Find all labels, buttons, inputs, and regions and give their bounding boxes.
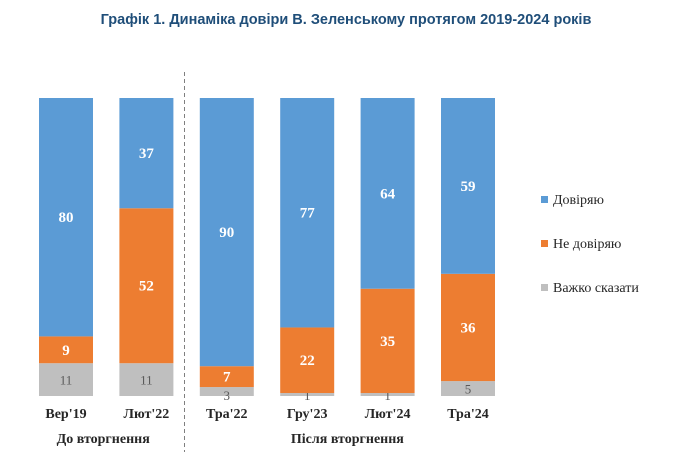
bar-довіряю-3 [280, 98, 335, 328]
bar-важко-сказати-3 [280, 393, 335, 396]
bar-важко-сказати-0 [39, 363, 93, 396]
data-label-довіряю-0: 80 [59, 210, 74, 226]
chart-title: Графік 1. Динаміка довіри В. Зеленському… [101, 12, 592, 28]
bar-не-довіряю-2 [199, 366, 254, 388]
group-labels: До вторгнення Після вторгнення [57, 432, 405, 447]
bar-важко-сказати-1 [119, 363, 174, 396]
group-label-0: До вторгнення [57, 432, 151, 447]
bar-довіряю-5 [441, 98, 495, 274]
data-label-важко-сказати-1: 11 [140, 373, 153, 388]
x-tick-label-4: Лют'24 [365, 407, 411, 422]
x-tick-label-0: Вер'19 [45, 407, 86, 422]
data-label-не-довіряю-1: 52 [139, 279, 154, 295]
bar-не-довіряю-0 [39, 336, 93, 364]
data-label-важко-сказати-4: 1 [384, 388, 391, 403]
data-label-довіряю-3: 77 [300, 206, 316, 222]
data-label-важко-сказати-5: 5 [465, 382, 472, 397]
legend-label-довіряю: Довіряю [553, 193, 604, 208]
data-label-довіряю-4: 64 [380, 186, 396, 202]
bar-важко-сказати-4 [360, 393, 415, 396]
bar-не-довіряю-1 [119, 208, 174, 364]
group-label-1: Після вторгнення [291, 432, 404, 447]
legend: Довіряю Не довіряю Важко сказати [541, 193, 639, 296]
legend-label-важко-сказати: Важко сказати [553, 281, 639, 296]
data-label-довіряю-2: 90 [219, 225, 234, 241]
x-tick-label-5: Тра'24 [447, 407, 488, 422]
data-label-важко-сказати-0: 11 [60, 373, 73, 388]
x-tick-label-1: Лют'22 [124, 407, 170, 422]
bar-важко-сказати-2 [199, 387, 254, 396]
legend-swatch-важко-сказати [541, 284, 548, 291]
legend-swatch-не-довіряю [541, 240, 548, 247]
x-tick-label-3: Гру'23 [287, 407, 328, 422]
bar-довіряю-2 [199, 98, 254, 367]
bar-довіряю-1 [119, 98, 174, 209]
legend-label-не-довіряю: Не довіряю [553, 237, 621, 252]
bar-довіряю-0 [39, 98, 93, 337]
data-label-довіряю-5: 59 [461, 179, 476, 195]
data-label-не-довіряю-5: 36 [461, 320, 477, 336]
data-label-не-довіряю-0: 9 [62, 343, 70, 359]
bars: 11980Вер'19115237Лют'223790Тра'2212277Гр… [39, 98, 495, 422]
legend-swatch-довіряю [541, 196, 548, 203]
bar-важко-сказати-5 [441, 381, 495, 396]
bar-не-довіряю-3 [280, 327, 335, 394]
bar-довіряю-4 [360, 98, 415, 289]
bar-не-довіряю-4 [360, 288, 415, 394]
data-label-не-довіряю-3: 22 [300, 353, 315, 369]
x-tick-label-2: Тра'22 [206, 407, 247, 422]
data-label-довіряю-1: 37 [139, 146, 155, 162]
bar-не-довіряю-5 [441, 273, 495, 382]
data-label-не-довіряю-4: 35 [380, 334, 395, 350]
data-label-важко-сказати-3: 1 [304, 388, 311, 403]
data-label-не-довіряю-2: 7 [223, 370, 231, 386]
data-label-важко-сказати-2: 3 [224, 388, 231, 403]
